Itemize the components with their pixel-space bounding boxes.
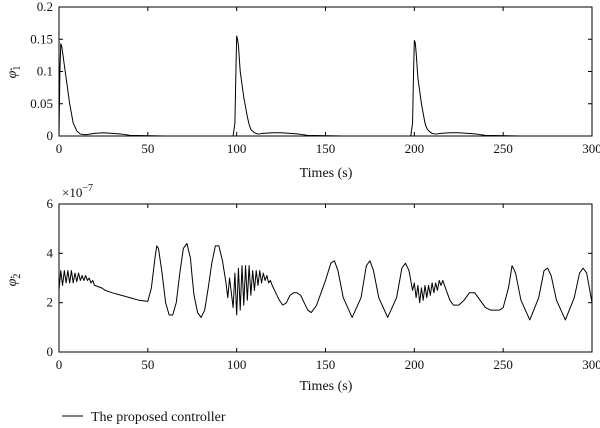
chart-phi1-series-line [58,35,592,137]
chart-phi2-xtick-label: 50 [141,357,154,372]
legend-label: The proposed controller [91,410,226,425]
chart-phi1-frame [58,6,593,137]
chart-phi2-frame [58,203,593,353]
chart-phi1-xlabel: Times (s) [300,166,353,181]
chart-phi1: 0 50 100 150 200 250 300 0 0.05 0.1 0.15 0.2 Times … [5,0,600,181]
chart-phi1-xtick-label: 200 [405,141,425,156]
chart-phi2-tick-labels: 0 50 100 150 200 250 300 0 2 4 6 [47,196,600,372]
chart-phi2-ylabel-sub: 2 [12,274,23,279]
chart-phi1-xtick-label: 100 [227,141,247,156]
chart-phi2-xtick-label: 150 [316,357,336,372]
chart-phi1-ticks [58,6,593,137]
chart-phi1-ytick-label: 0 [47,128,54,143]
chart-phi2-xtick-label: 250 [493,357,513,372]
chart-phi2-exponent: ×10−7 [62,183,93,200]
chart-phi2-exponent-power: −7 [82,183,93,194]
chart-phi2-ytick-label: 6 [47,196,54,211]
chart-phi2-ytick-label: 4 [47,245,54,260]
chart-phi1-ytick-label: 0.2 [37,0,53,14]
chart-phi1-xtick-label: 50 [141,141,154,156]
chart-phi2-ylabel-dot: · [9,271,14,286]
chart-phi1-ytick-label: 0.15 [30,31,53,46]
chart-phi2-ytick-label: 2 [47,295,54,310]
chart-phi1-ylabel-dot: · [9,63,14,78]
chart-phi2-xtick-label: 100 [227,357,247,372]
chart-phi2-exponent-base: ×10 [62,185,82,200]
chart-phi1-ytick-label: 0.1 [37,64,53,79]
legend: The proposed controller [62,410,226,425]
chart-phi1-tick-labels: 0 50 100 150 200 250 300 0 0.05 0.1 0.15 0.2 [30,0,600,156]
chart-phi2-series-line [58,242,593,321]
chart-phi1-ytick-label: 0.05 [30,96,53,111]
chart-phi2-xtick-label: 300 [582,357,600,372]
chart-phi1-xtick-label: 150 [316,141,336,156]
chart-phi1-xtick-label: 300 [582,141,600,156]
chart-phi1-ylabel-base: φ [5,70,20,78]
chart-phi2-ylabel: φ2 [5,274,23,287]
chart-phi2: 0 50 100 150 200 250 300 0 2 4 6 ×10−7 Times (s) φ… [5,183,600,394]
chart-phi1-ylabel: φ1 [5,66,23,79]
chart-phi2-ytick-label: 0 [47,344,54,359]
chart-phi2-ylabel-base: φ [5,278,20,286]
chart-phi1-xtick-label: 0 [56,141,63,156]
chart-phi2-ticks [58,203,593,353]
chart-phi2-xlabel: Times (s) [300,379,353,394]
chart-phi1-ylabel-sub: 1 [12,66,23,71]
chart-phi2-xtick-label: 0 [56,357,63,372]
chart-phi1-xtick-label: 250 [493,141,513,156]
chart-phi2-xtick-label: 200 [405,357,425,372]
